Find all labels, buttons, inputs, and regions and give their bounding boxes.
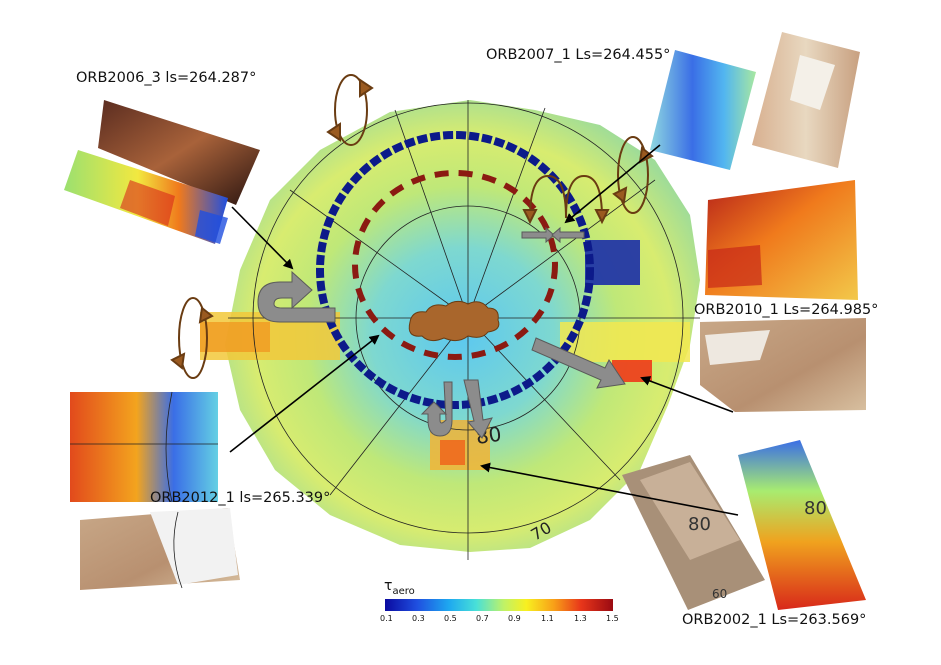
colorbar-gradient	[385, 599, 613, 611]
colorbar-subscript: aero	[392, 585, 415, 597]
small-arrow-top-right-a	[521, 226, 555, 244]
colorbar	[385, 599, 613, 611]
diagonal-arrow-right	[531, 337, 626, 389]
thumb-red-swath	[705, 180, 858, 300]
leader-arrows	[229, 144, 739, 516]
inner-front-ring	[352, 170, 558, 360]
swirl-icon-pair	[522, 174, 610, 225]
thumb-orb2006-photo	[98, 100, 260, 205]
thumb-orb2007-swath	[650, 50, 756, 170]
thumb-orb2002-latitude-b: 80	[804, 498, 827, 519]
colorbar-tick: 0.1	[380, 614, 393, 623]
swirl-icon-left	[170, 297, 214, 379]
colorbar-title: τaero	[384, 578, 415, 597]
down-arrow-center	[463, 379, 493, 439]
label-orb2010: ORB2010_1 Ls=264.985°	[694, 302, 879, 318]
swirl-icon-top	[326, 74, 374, 146]
colorbar-tick: 0.9	[508, 614, 521, 623]
leader-orb2006	[231, 206, 294, 270]
label-orb2006: ORB2006_3 ls=264.287°	[76, 70, 257, 86]
thumb-orb2012-swath	[70, 391, 218, 503]
leader-orb2002	[480, 462, 739, 516]
outer-front-ring	[316, 131, 594, 409]
label-orb2012: ORB2012_1 ls=265.339°	[150, 490, 331, 506]
leader-orb2012	[229, 334, 380, 453]
colorbar-tick: 0.5	[444, 614, 457, 623]
label-orb2002: ORB2002_1 Ls=263.569°	[682, 612, 867, 628]
colorbar-tick: 0.3	[412, 614, 425, 623]
thumb-orb2002-photo: 80 60	[622, 455, 765, 610]
thumb-orb2010-photo	[700, 318, 866, 412]
colorbar-tick: 1.3	[574, 614, 587, 623]
polar-cloud-shape	[408, 300, 500, 342]
thumb-orb2002-latitude-c: 60	[712, 587, 727, 601]
u-turn-arrow-bottom	[420, 381, 453, 437]
thumb-orb2002-latitude-a: 80	[688, 514, 711, 535]
leader-orb2010	[640, 376, 734, 413]
thumb-orb2012-photo	[80, 508, 240, 590]
u-turn-arrow-left	[257, 270, 336, 323]
colorbar-tick: 0.7	[476, 614, 489, 623]
colorbar-tick: 1.5	[606, 614, 619, 623]
polar-map-band-right	[560, 322, 690, 362]
label-orb2007: ORB2007_1 Ls=264.455°	[486, 47, 671, 63]
leader-orb2007	[564, 144, 661, 224]
flow-arrows	[257, 226, 626, 439]
colorbar-tick: 1.1	[541, 614, 554, 623]
colorbar-symbol: τ	[384, 578, 393, 594]
small-arrow-top-right-b	[551, 226, 585, 244]
thumb-orb2002-swath: 80	[738, 440, 866, 610]
thumb-orb2007-photo	[752, 32, 860, 168]
thumb-orb2006-swath	[64, 150, 228, 244]
